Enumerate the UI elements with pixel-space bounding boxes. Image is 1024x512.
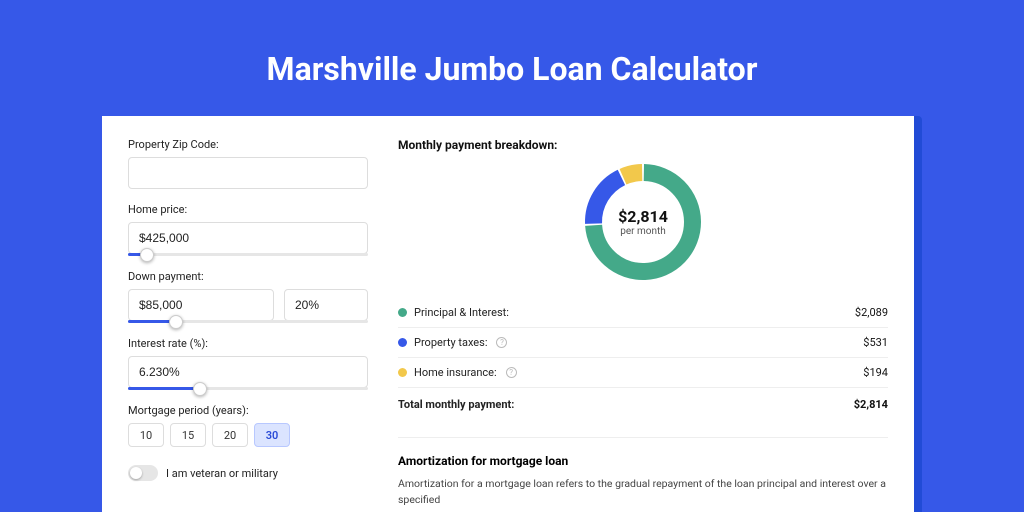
legend-total-value: $2,814 bbox=[854, 398, 888, 411]
donut-wrap: $2,814 per month bbox=[398, 162, 888, 282]
veteran-toggle-label: I am veteran or military bbox=[166, 467, 278, 480]
mortgage-period-label: Mortgage period (years): bbox=[128, 404, 368, 417]
legend: Principal & Interest: $2,089 Property taxe… bbox=[398, 298, 888, 387]
mortgage-period-group: Mortgage period (years): 10152030 bbox=[128, 404, 368, 447]
legend-row: Home insurance:? $194 bbox=[398, 357, 888, 387]
interest-rate-slider[interactable] bbox=[128, 387, 368, 390]
legend-value: $2,089 bbox=[855, 306, 888, 319]
legend-dot bbox=[398, 368, 407, 377]
down-payment-group: Down payment: bbox=[128, 270, 368, 323]
legend-label: Home insurance: bbox=[414, 366, 497, 379]
down-payment-slider[interactable] bbox=[128, 320, 368, 323]
card-shadow: Property Zip Code: Home price: Down paym… bbox=[102, 116, 922, 512]
form-column: Property Zip Code: Home price: Down paym… bbox=[128, 138, 368, 512]
legend-label: Principal & Interest: bbox=[414, 306, 509, 319]
legend-value: $531 bbox=[863, 336, 888, 349]
breakdown-column: Monthly payment breakdown: $2,814 per mo… bbox=[398, 138, 888, 512]
donut-amount: $2,814 bbox=[618, 207, 668, 226]
veteran-toggle-knob bbox=[130, 467, 142, 479]
donut-chart: $2,814 per month bbox=[583, 162, 703, 282]
legend-row: Property taxes:? $531 bbox=[398, 327, 888, 357]
legend-total-row: Total monthly payment: $2,814 bbox=[398, 387, 888, 419]
zip-label: Property Zip Code: bbox=[128, 138, 368, 151]
home-price-slider-thumb[interactable] bbox=[140, 248, 154, 262]
page-background: Marshville Jumbo Loan Calculator Propert… bbox=[0, 0, 1024, 512]
legend-value: $194 bbox=[863, 366, 888, 379]
donut-center: $2,814 per month bbox=[583, 162, 703, 282]
page-title: Marshville Jumbo Loan Calculator bbox=[0, 50, 1024, 88]
legend-dot bbox=[398, 308, 407, 317]
info-icon[interactable]: ? bbox=[496, 337, 507, 348]
mortgage-period-option-10[interactable]: 10 bbox=[128, 423, 164, 447]
down-payment-label: Down payment: bbox=[128, 270, 368, 283]
down-payment-input[interactable] bbox=[128, 289, 274, 321]
interest-rate-slider-fill bbox=[128, 387, 200, 390]
zip-group: Property Zip Code: bbox=[128, 138, 368, 189]
calculator-card: Property Zip Code: Home price: Down paym… bbox=[102, 116, 914, 512]
amortization-title: Amortization for mortgage loan bbox=[398, 454, 888, 468]
zip-input[interactable] bbox=[128, 157, 368, 189]
legend-label: Property taxes: bbox=[414, 336, 487, 349]
amortization-block: Amortization for mortgage loan Amortizat… bbox=[398, 437, 888, 508]
veteran-toggle[interactable] bbox=[128, 465, 158, 481]
home-price-slider[interactable] bbox=[128, 253, 368, 256]
mortgage-period-option-30[interactable]: 30 bbox=[254, 423, 290, 447]
home-price-input[interactable] bbox=[128, 222, 368, 254]
mortgage-period-options: 10152030 bbox=[128, 423, 368, 447]
interest-rate-label: Interest rate (%): bbox=[128, 337, 368, 350]
down-payment-pct-input[interactable] bbox=[284, 289, 368, 321]
interest-rate-slider-thumb[interactable] bbox=[193, 382, 207, 396]
home-price-group: Home price: bbox=[128, 203, 368, 256]
down-payment-slider-thumb[interactable] bbox=[169, 315, 183, 329]
breakdown-title: Monthly payment breakdown: bbox=[398, 138, 888, 152]
legend-dot bbox=[398, 338, 407, 347]
mortgage-period-option-20[interactable]: 20 bbox=[212, 423, 248, 447]
home-price-label: Home price: bbox=[128, 203, 368, 216]
info-icon[interactable]: ? bbox=[506, 367, 517, 378]
interest-rate-group: Interest rate (%): bbox=[128, 337, 368, 390]
amortization-text: Amortization for a mortgage loan refers … bbox=[398, 476, 888, 508]
donut-sub: per month bbox=[620, 226, 666, 237]
mortgage-period-option-15[interactable]: 15 bbox=[170, 423, 206, 447]
veteran-toggle-row: I am veteran or military bbox=[128, 465, 368, 481]
legend-total-label: Total monthly payment: bbox=[398, 398, 514, 411]
interest-rate-input[interactable] bbox=[128, 356, 368, 388]
legend-row: Principal & Interest: $2,089 bbox=[398, 298, 888, 327]
